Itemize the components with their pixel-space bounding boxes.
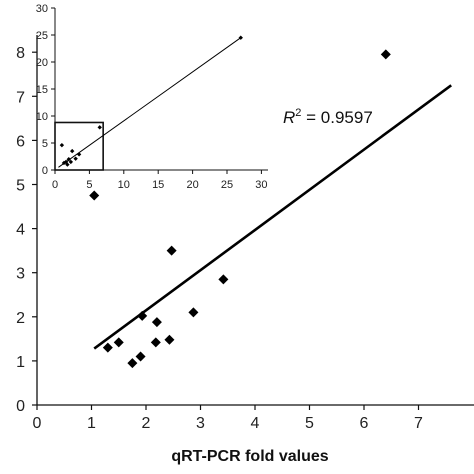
- inset-data-point: [66, 157, 71, 162]
- data-point: [188, 307, 199, 318]
- inset-y-tick-label: 5: [42, 138, 48, 150]
- y-tick-label: 3: [16, 266, 25, 283]
- inset-x-tick-label: 10: [118, 179, 130, 191]
- r-symbol: R: [283, 108, 295, 127]
- inset-data-point: [70, 148, 75, 154]
- y-tick-label: 1: [16, 354, 25, 371]
- x-tick-label: 2: [142, 415, 151, 432]
- x-tick-label: 4: [251, 415, 260, 432]
- inset-data-points: [59, 35, 243, 167]
- x-axis-title: qRT-PCR fold values: [171, 448, 328, 465]
- data-point: [218, 274, 229, 285]
- inset-x-tick-label: 25: [221, 179, 233, 191]
- data-point: [151, 317, 162, 328]
- inset-x-tick-label: 0: [52, 179, 58, 191]
- inset-x-ticks: 0 5 10 15 20 25 30: [52, 170, 268, 191]
- inset-x-tick-label: 15: [152, 179, 164, 191]
- inset-data-point: [97, 125, 102, 130]
- x-tick-label: 0: [33, 415, 42, 432]
- inset-data-point: [68, 159, 74, 165]
- inset-y-tick-label: 10: [36, 111, 48, 123]
- data-point: [113, 337, 124, 348]
- y-tick-label: 8: [16, 45, 25, 62]
- inset-y-tick-label: 15: [36, 84, 48, 96]
- data-point: [150, 337, 161, 348]
- inset-data-point: [65, 162, 70, 167]
- data-point: [89, 190, 100, 201]
- x-tick-label: 6: [360, 415, 369, 432]
- data-point: [102, 342, 113, 353]
- inset-y-tick-label: 30: [36, 3, 48, 15]
- x-tick-label: 5: [305, 415, 314, 432]
- r-squared-annotation: R2 = 0.9597: [283, 107, 373, 127]
- data-point: [137, 310, 148, 321]
- x-tick-label: 3: [196, 415, 205, 432]
- y-tick-label: 2: [16, 310, 25, 327]
- inset-y-ticks: 0 5 10 15 20 25 30: [36, 3, 55, 177]
- inset-y-tick-label: 25: [36, 30, 48, 42]
- inset-data-point: [73, 156, 78, 161]
- inset-trendline: [58, 37, 242, 168]
- y-tick-label: 4: [16, 222, 25, 239]
- y-tick-label: 0: [16, 398, 25, 415]
- inset-y-tick-label: 0: [42, 165, 48, 177]
- inset-zoom-box: [54, 121, 104, 171]
- data-point: [164, 334, 175, 345]
- inset-data-point: [59, 142, 65, 148]
- r-squared-value: = 0.9597: [301, 108, 372, 127]
- trendline: [93, 84, 452, 350]
- x-tick-label: 7: [414, 415, 423, 432]
- y-ticks: 0 1 2 3 4 5 6 7 8: [16, 45, 37, 415]
- inset-x-tick-label: 20: [186, 179, 198, 191]
- r-superscript: 2: [295, 107, 301, 119]
- main-axes: 0 1 2 3 4 5 6 7 8 0 1 2 3 4 5 6 7: [16, 35, 474, 432]
- y-tick-label: 6: [16, 133, 25, 150]
- x-tick-label: 1: [87, 415, 96, 432]
- data-point: [127, 358, 138, 369]
- inset-y-tick-label: 20: [36, 57, 48, 69]
- y-tick-label: 7: [16, 89, 25, 106]
- inset-data-point: [238, 35, 243, 40]
- data-point: [135, 351, 146, 362]
- x-ticks: 0 1 2 3 4 5 6 7: [33, 405, 423, 432]
- y-tick-label: 5: [16, 178, 25, 195]
- inset-chart: 0 5 10 15 20 25 30 0 5 10 15 20 25 30: [36, 3, 268, 191]
- inset-x-tick-label: 5: [86, 179, 92, 191]
- data-point: [380, 49, 391, 60]
- data-point: [166, 245, 177, 256]
- inset-data-point: [76, 152, 82, 157]
- data-points: [89, 49, 391, 369]
- inset-x-tick-label: 30: [255, 179, 267, 191]
